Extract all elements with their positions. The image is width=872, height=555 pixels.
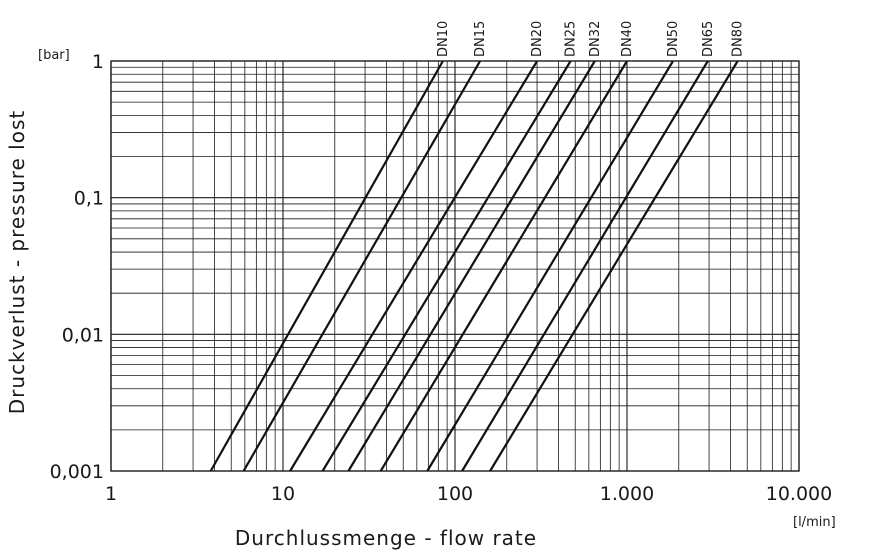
series-label-dn25: DN25 [564, 21, 579, 57]
y-tick-label: 1 [92, 51, 104, 73]
series-line-dn32 [347, 60, 596, 472]
series-line-dn40 [379, 60, 628, 472]
plot-frame [110, 60, 800, 472]
x-unit-label: [l/min] [793, 515, 836, 530]
x-axis-title: Durchlussmenge - flow rate [235, 526, 537, 550]
series-line-dn10 [209, 60, 444, 472]
series-label-dn15: DN15 [473, 21, 488, 57]
series-line-dn15 [242, 60, 482, 472]
series-lines [209, 60, 739, 472]
series-line-dn20 [289, 60, 539, 472]
y-tick-label: 0,001 [50, 461, 104, 483]
series-label-dn20: DN20 [530, 21, 545, 57]
x-tick-label: 10 [271, 483, 295, 505]
series-line-dn65 [461, 60, 709, 472]
grid [110, 61, 799, 472]
series-line-dn80 [489, 60, 739, 472]
series-label-dn40: DN40 [620, 21, 635, 57]
tick-labels: 1 10 100 1.000 10.000 0,001 0,01 0,1 1 [50, 51, 833, 505]
y-tick-label: 0,1 [74, 188, 104, 210]
series-label-dn32: DN32 [588, 21, 603, 57]
series-label-dn10: DN10 [436, 21, 451, 57]
y-axis-title: Druckverlust - pressure lost [5, 110, 29, 414]
series-labels: DN10 DN15 DN20 DN25 DN32 DN40 DN50 DN65 DN80 [436, 21, 746, 57]
x-tick-label: 1.000 [600, 483, 654, 505]
y-unit-label: [bar] [38, 48, 70, 63]
series-line-dn50 [426, 60, 674, 472]
y-tick-label: 0,01 [62, 324, 104, 346]
series-line-dn25 [321, 60, 572, 472]
x-tick-label: 10.000 [766, 483, 832, 505]
series-label-dn65: DN65 [701, 21, 716, 57]
series-label-dn50: DN50 [666, 21, 681, 57]
series-label-dn80: DN80 [731, 21, 746, 57]
x-tick-label: 100 [437, 483, 473, 505]
x-tick-label: 1 [105, 483, 117, 505]
